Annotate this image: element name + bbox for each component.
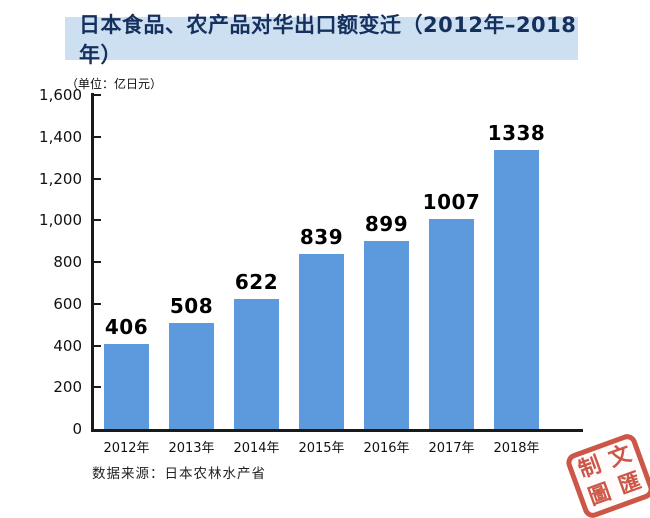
- x-axis-tick-label: 2016年: [363, 441, 410, 456]
- bar-slot: 406: [94, 95, 159, 429]
- y-tick-mark: [94, 94, 101, 96]
- bar-value-label: 508: [169, 293, 214, 318]
- stamp-character: 圖: [585, 479, 615, 511]
- y-tick-mark: [94, 344, 101, 347]
- bar-slot: 1007: [419, 95, 484, 429]
- bar-value-label: 1338: [487, 120, 546, 145]
- x-axis-tick-label: 2015年: [298, 441, 345, 456]
- y-axis-tick-label: 200: [53, 378, 82, 397]
- x-axis-tick-label: 2013年: [168, 441, 215, 456]
- x-axis-labels: 2012年 2013年 2014年 2015年 2016年 2017年 2018年: [94, 437, 549, 456]
- y-tick-mark: [94, 386, 101, 389]
- y-axis-tick-label: 400: [53, 336, 82, 355]
- x-axis-tick-label: 2012年: [103, 441, 150, 456]
- bar: [104, 344, 149, 429]
- y-tick-mark: [94, 135, 101, 138]
- x-axis-tick-label: 2017年: [428, 441, 475, 456]
- y-tick-mark: [94, 261, 101, 263]
- bar-slot: 1338: [484, 95, 549, 429]
- bar-value-label: 899: [364, 212, 409, 237]
- y-axis-tick-label: 1,400: [39, 127, 82, 146]
- y-tick-mark: [94, 219, 101, 222]
- y-axis-tick-label: 600: [53, 294, 82, 313]
- bar-slot: 508: [159, 95, 224, 429]
- bar-value-label: 1007: [422, 189, 481, 214]
- y-axis-tick-label: 1,200: [39, 169, 82, 188]
- source-note: 数据来源：日本农林水产省: [92, 466, 266, 482]
- x-axis-tick-label: 2018年: [493, 441, 540, 456]
- publisher-stamp: 制文圖匯: [563, 431, 650, 518]
- y-axis-tick-label: 800: [53, 253, 82, 271]
- x-axis-line: [91, 429, 583, 432]
- bar-slot: 899: [354, 95, 419, 429]
- unit-label: （单位：亿日元）: [66, 77, 163, 91]
- bar-series: 406 508 622 839 899 1007 1338: [94, 95, 549, 429]
- x-axis-tick-label: 2014年: [233, 441, 280, 456]
- stamp-character: 制: [575, 451, 605, 483]
- bar: [429, 218, 474, 429]
- bar: [299, 253, 344, 429]
- bar: [169, 322, 214, 429]
- bar-slot: 839: [289, 95, 354, 429]
- y-axis-tick-label: 1,600: [39, 86, 82, 104]
- bar: [234, 299, 279, 429]
- y-tick-mark: [94, 177, 101, 180]
- y-axis-tick-label: 1,000: [39, 211, 82, 230]
- chart-title: 日本食品、农产品对华出口额变迁（2012年–2018年）: [79, 12, 577, 67]
- bar-value-label: 622: [234, 270, 279, 295]
- y-axis-tick-label: 0: [72, 420, 82, 438]
- bar-value-label: 406: [104, 315, 149, 340]
- bar: [494, 149, 539, 429]
- stamp-character: 匯: [615, 468, 645, 500]
- bar-slot: 622: [224, 95, 289, 429]
- y-axis-line: [91, 93, 94, 432]
- y-tick-mark: [94, 302, 101, 305]
- title-banner: 日本食品、农产品对华出口额变迁（2012年–2018年）: [65, 13, 578, 67]
- stamp-character: 文: [605, 440, 635, 472]
- bar-value-label: 839: [299, 224, 344, 249]
- bar: [364, 241, 409, 429]
